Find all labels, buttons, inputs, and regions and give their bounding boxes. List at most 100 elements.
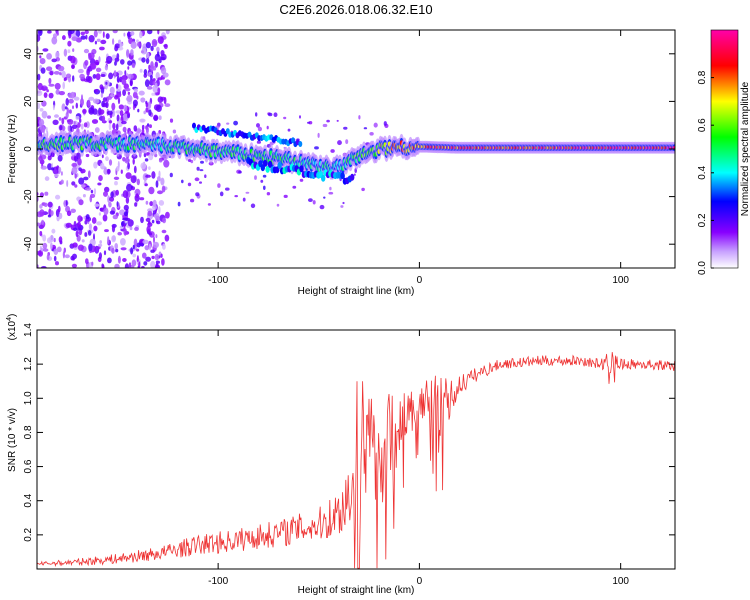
spectrogram-noise-blob [82, 108, 87, 114]
spectrogram-noise-blob [51, 58, 57, 63]
spectrogram-noise-dot [358, 115, 361, 120]
spectrogram-panel: -100 0 100 -40 -20 0 20 40 Height of straight … [7, 29, 676, 297]
spectrogram-noise-blob [111, 102, 116, 111]
snr-y-tick-label: 1.2 [23, 357, 34, 371]
spectrogram-noise-dot [199, 181, 202, 184]
spectrogram-noise-blob [158, 158, 163, 163]
spectrogram-noise-blob [80, 184, 86, 188]
spectrogram-noise-blob [58, 212, 63, 220]
colorbar-tick-label: 0.4 [697, 165, 708, 179]
spectrogram-y-tick-label: -40 [23, 237, 34, 252]
spectrogram-noise-blob [164, 103, 171, 107]
spectrogram-noise-blob [123, 32, 126, 37]
spectrogram-noise-blob [148, 232, 153, 236]
spectrogram-noise-blob [151, 92, 156, 96]
spectrogram-noise-blob [120, 59, 125, 65]
spectrogram-noise-blob [80, 123, 84, 130]
spectrogram-noise-blob [133, 238, 138, 247]
spectrogram-noise-blob [71, 166, 78, 175]
spectrogram-noise-blob [103, 191, 108, 197]
spectrogram-noise-blob [47, 115, 51, 119]
spectrogram-branch-blob [291, 137, 295, 144]
spectrogram-noise-blob [48, 92, 54, 99]
spectrogram-noise-blob [152, 241, 159, 249]
spectrogram-noise-blob [152, 199, 157, 208]
spectrogram-noise-dot [299, 178, 304, 182]
spectrogram-noise-blob [75, 102, 79, 109]
spectrogram-noise-blob [126, 183, 133, 192]
spectrogram-noise-blob [148, 186, 155, 195]
spectrogram-noise-blob [143, 110, 146, 115]
spectrogram-noise-blob [67, 40, 72, 47]
spectrogram-noise-blob [81, 239, 85, 243]
spectrogram-noise-blob [114, 181, 118, 186]
spectrogram-noise-blob [155, 180, 159, 188]
spectrogram-noise-blob [115, 248, 119, 253]
spectrogram-noise-blob [112, 214, 119, 220]
spectrogram-noise-blob [77, 244, 84, 251]
spectrogram-noise-blob [99, 207, 103, 211]
spectrogram-noise-dot [199, 169, 204, 172]
spectrogram-noise-blob [63, 48, 68, 57]
spectrogram-noise-blob [151, 171, 156, 179]
spectrogram-noise-blob [66, 119, 71, 123]
spectrogram-noise-blob [39, 209, 45, 217]
spectrogram-noise-blob [53, 248, 59, 255]
spectrogram-noise-blob [39, 58, 46, 65]
spectrogram-noise-blob [122, 113, 129, 122]
spectrogram-noise-dot [195, 192, 200, 197]
spectrogram-noise-dot [308, 198, 313, 203]
spectrogram-noise-blob [151, 255, 155, 260]
spectrogram-noise-blob [145, 200, 149, 205]
spectrogram-noise-blob [136, 95, 139, 100]
spectrogram-noise-blob [118, 104, 125, 110]
spectrogram-noise-blob [144, 79, 150, 88]
spectrogram-noise-blob [48, 77, 52, 85]
spectrogram-noise-blob [68, 32, 72, 39]
spectrogram-noise-blob [145, 107, 149, 113]
spectrogram-noise-dot [314, 146, 319, 150]
spectrogram-noise-blob [153, 114, 159, 122]
spectrogram-noise-blob [163, 43, 168, 50]
colorbar-gradient [710, 29, 739, 269]
snr-y-axis-label: SNR (10 * v/v) [7, 408, 18, 472]
spectrogram-noise-blob [46, 254, 50, 261]
spectrogram-noise-blob [158, 59, 162, 63]
spectrogram-noise-blob [71, 162, 78, 168]
spectrogram-noise-blob [102, 264, 105, 268]
spectrogram-noise-blob [78, 177, 85, 185]
spectrogram-noise-blob [60, 171, 63, 176]
spectrogram-tail-blob [277, 161, 282, 169]
spectrogram-noise-blob [97, 182, 102, 186]
spectrogram-noise-dot [263, 185, 266, 190]
spectrogram-noise-blob [121, 75, 128, 81]
spectrogram-noise-blob [62, 81, 65, 90]
spectrogram-noise-blob [104, 229, 109, 233]
spectrogram-noise-blob [65, 222, 73, 228]
spectrogram-noise-blob [43, 92, 48, 98]
spectrogram-noise-blob [40, 67, 46, 74]
spectrogram-noise-blob [122, 217, 129, 221]
spectrogram-noise-blob [144, 245, 150, 251]
spectrogram-noise-dot [287, 128, 291, 132]
spectrogram-noise-blob [95, 89, 98, 93]
spectrogram-noise-dot [330, 149, 335, 153]
spectrogram-noise-blob [159, 56, 166, 61]
spectrogram-noise-blob [51, 36, 58, 45]
spectrogram-noise-blob [102, 102, 108, 108]
spectrogram-noise-blob [143, 152, 147, 158]
spectrogram-noise-blob [58, 117, 62, 121]
spectrogram-noise-blob [65, 73, 72, 79]
spectrogram-noise-blob [126, 49, 130, 57]
spectrogram-noise-blob [72, 242, 78, 248]
spectrogram-noise-blob [64, 106, 68, 110]
snr-multiplier-close: ) [7, 314, 18, 317]
spectrogram-noise-blob [62, 35, 66, 41]
spectrogram-noise-blob [132, 99, 138, 107]
spectrogram-noise-blob [100, 162, 105, 170]
spectrogram-noise-blob [128, 262, 132, 268]
spectrogram-noise-dot [255, 112, 258, 117]
spectrogram-noise-blob [124, 157, 130, 164]
spectrogram-noise-blob [40, 165, 47, 170]
spectrogram-noise-blob [92, 108, 98, 115]
